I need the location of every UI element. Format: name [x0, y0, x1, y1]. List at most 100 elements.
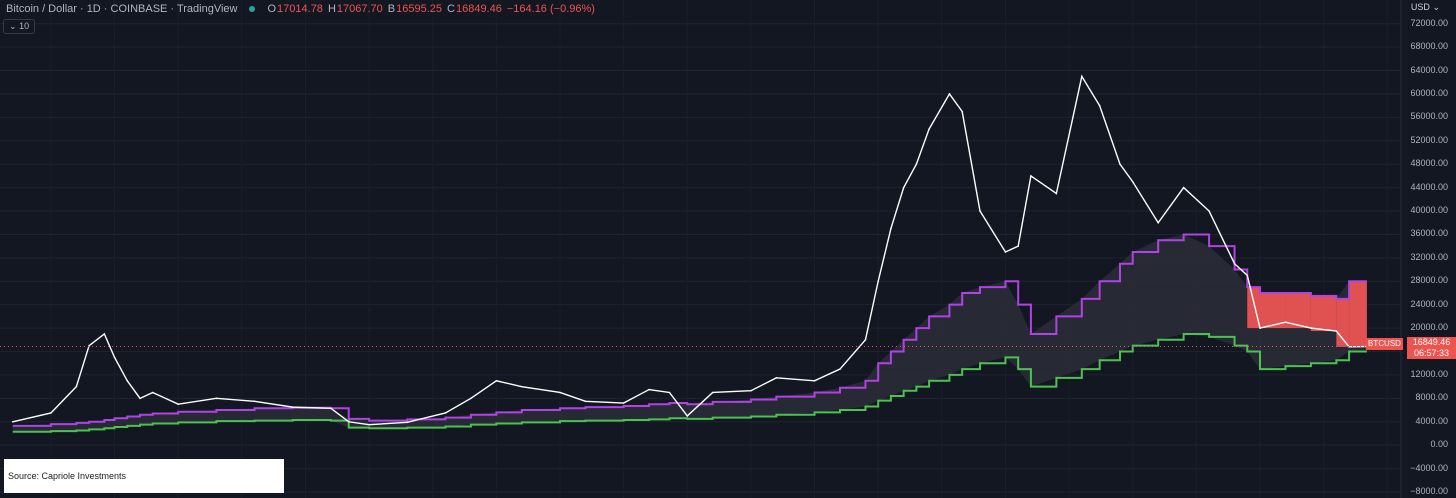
currency-label: USD [1410, 2, 1430, 12]
below-band-fill [1260, 292, 1286, 329]
price-point [1081, 75, 1083, 78]
high-label: H [327, 3, 336, 15]
price-point [1004, 251, 1007, 253]
price-point [1335, 330, 1338, 332]
interval-toggle-button[interactable]: ⌄ 10 [3, 19, 36, 34]
current-price-tag: 16849.46 06:57:33 [1407, 337, 1456, 359]
price-point [75, 385, 78, 388]
y-tick-label: 36000.00 [1410, 228, 1448, 239]
price-point [521, 385, 523, 388]
y-tick-label: 44000.00 [1410, 181, 1448, 192]
price-point [979, 210, 981, 212]
chevron-down-icon: ⌄ [9, 21, 17, 31]
chart-title: Bitcoin / Dollar · 1D · COINBASE · Tradi… [6, 3, 238, 15]
y-tick-label: −4000.00 [1410, 462, 1448, 473]
price-point [1310, 327, 1312, 329]
price-point [50, 412, 52, 414]
open-value: 17014.78 [277, 3, 323, 15]
price-point [368, 423, 370, 426]
price-point [1017, 245, 1019, 247]
y-tick-label: 8000.00 [1415, 392, 1448, 403]
price-point [902, 186, 905, 189]
price-point [113, 356, 116, 359]
y-tick-label: 64000.00 [1410, 64, 1448, 75]
y-tick-label: 32000.00 [1410, 251, 1448, 262]
y-tick-label: 48000.00 [1410, 158, 1448, 169]
y-tick-label: 40000.00 [1410, 205, 1448, 216]
low-value: 16595.25 [396, 3, 443, 15]
price-point [1259, 327, 1261, 329]
price-point [961, 110, 963, 113]
interval-label: 10 [19, 21, 30, 31]
price-point [686, 415, 689, 417]
price-point [750, 389, 752, 392]
price-point [668, 391, 671, 394]
source-box: Source: Capriole Investments [4, 459, 284, 493]
price-point [215, 397, 218, 400]
price-point [330, 407, 332, 410]
below-band-fill [1285, 292, 1311, 329]
y-tick-label: 72000.00 [1410, 17, 1448, 28]
price-line [12, 74, 1367, 426]
price-point [291, 406, 294, 408]
price-point [1098, 104, 1101, 107]
y-tick-label: 4000.00 [1415, 415, 1448, 426]
price-point [648, 388, 650, 391]
upper-band-line [12, 233, 1367, 427]
price-point [495, 379, 498, 382]
lower-band-line [12, 332, 1367, 433]
price-point [1233, 262, 1236, 265]
price-point [775, 377, 778, 379]
price-point [948, 93, 951, 95]
price-point [1055, 192, 1058, 195]
price-point [839, 368, 841, 370]
price-point [1284, 321, 1287, 324]
price-point [813, 379, 816, 382]
chart-header: Bitcoin / Dollar · 1D · COINBASE · Tradi… [6, 3, 600, 15]
price-point [915, 163, 918, 165]
price-point [151, 391, 154, 394]
open-label: O [267, 3, 277, 15]
price-point [126, 379, 129, 382]
low-label: B [387, 3, 396, 15]
price-point [1246, 274, 1249, 277]
price-point [139, 397, 141, 400]
currency-selector[interactable]: USD ⌄ [1411, 2, 1440, 13]
price-point [253, 400, 256, 403]
price-point [622, 402, 625, 404]
close-label: C [447, 3, 455, 15]
price-point [928, 128, 930, 130]
price-point [1182, 186, 1185, 189]
band-fill-area [12, 234, 1367, 432]
y-tick-label: 20000.00 [1410, 322, 1448, 333]
price-point [1157, 221, 1159, 224]
price-point [877, 280, 879, 283]
change-value: −164.16 (−0.96%) [506, 3, 595, 15]
current-price-value: 16849.46 [1412, 337, 1451, 347]
chevron-down-icon: ⌄ [1432, 2, 1440, 12]
price-point [406, 421, 409, 424]
price-point [559, 391, 561, 394]
price-point [470, 397, 472, 400]
y-tick-label: −8000.00 [1410, 486, 1448, 496]
below-band-fill [1349, 281, 1367, 347]
price-point [584, 400, 587, 403]
high-value: 17067.70 [336, 3, 383, 15]
symbol-price-tag: BTCUSD [1366, 338, 1403, 350]
y-tick-label: 12000.00 [1410, 368, 1448, 379]
price-point [890, 227, 892, 230]
y-tick-label: 56000.00 [1410, 111, 1448, 122]
price-point [1030, 175, 1032, 177]
y-tick-label: 28000.00 [1410, 275, 1448, 286]
price-point [444, 412, 447, 414]
price-point [103, 333, 106, 335]
price-point [347, 420, 350, 423]
countdown-value: 06:57:33 [1413, 348, 1450, 358]
y-tick-label: 60000.00 [1410, 87, 1448, 98]
y-tick-label: 52000.00 [1410, 134, 1448, 145]
price-point [177, 403, 179, 405]
y-tick-label: 24000.00 [1410, 298, 1448, 309]
price-point [1119, 163, 1121, 165]
y-tick-label: 0.00 [1430, 439, 1448, 450]
